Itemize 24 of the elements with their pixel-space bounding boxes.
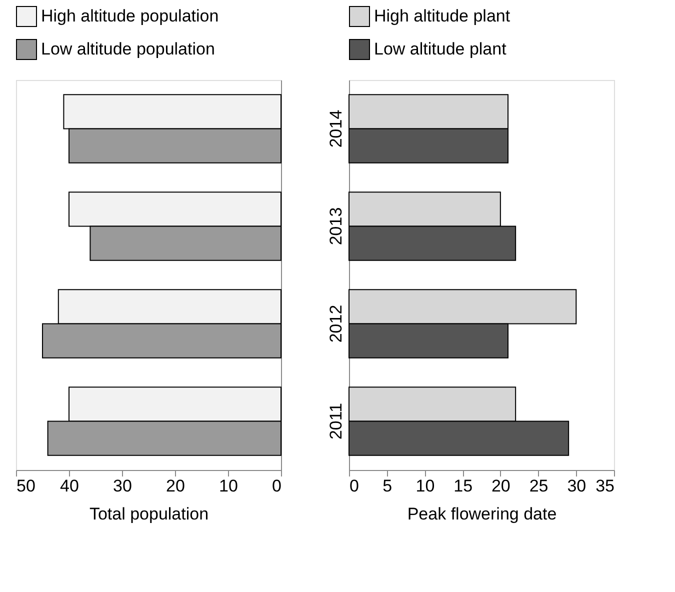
x-axis-title: Peak flowering date (407, 504, 557, 524)
x-axis-title: Total population (89, 504, 209, 524)
y-tick-label: 2012 (326, 304, 346, 343)
x-tick-label: 0 (350, 476, 359, 496)
x-tick-label: 40 (60, 476, 79, 496)
x-tick-label: 50 (16, 476, 36, 496)
x-tick-label: 5 (382, 476, 392, 496)
y-tick-label: 2013 (326, 207, 346, 246)
y-tick-label: 2011 (326, 402, 346, 440)
x-tick-label: 35 (596, 476, 614, 496)
x-tick-label: 15 (454, 476, 473, 496)
legend-label: Low altitude population (41, 40, 215, 58)
x-tick-label: 0 (272, 476, 282, 496)
x-tick-label: 20 (166, 476, 185, 496)
x-tick-label: 25 (529, 476, 548, 496)
x-tick-label: 10 (416, 476, 435, 496)
legend-label: High altitude population (41, 6, 219, 26)
y-tick-label: 2014 (326, 110, 346, 148)
legend-label: High altitude plant (374, 6, 510, 26)
x-tick-label: 10 (219, 476, 238, 496)
x-tick-label: 30 (113, 476, 132, 496)
x-tick-label: 20 (491, 476, 510, 496)
x-tick-label: 30 (567, 476, 586, 496)
legend-label: Low altitude plant (374, 40, 507, 58)
